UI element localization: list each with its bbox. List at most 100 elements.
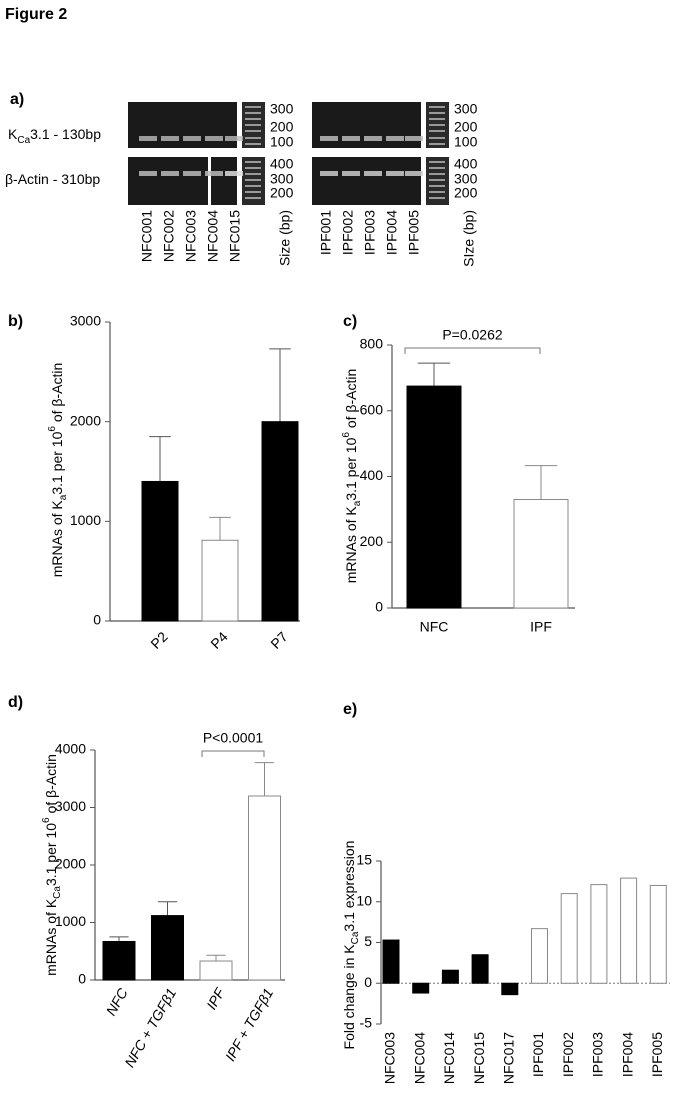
x-tick-label: P4 (207, 628, 231, 652)
y-axis-label-part: 3.1 per 10 (49, 431, 65, 494)
bar (261, 421, 299, 622)
bar (248, 795, 281, 981)
y-axis-label-part: 6 (47, 426, 58, 432)
gel-band (225, 136, 243, 141)
panel-label: c) (343, 313, 357, 330)
y-axis-label-part: mRNAs of K (49, 500, 65, 578)
ladder-band (429, 118, 445, 120)
y-axis-label-part: 6 (341, 432, 352, 438)
ladder-band (429, 143, 445, 145)
ladder-label: 200 (270, 119, 294, 135)
gel-band (320, 136, 338, 141)
y-tick-label: 10 (356, 892, 372, 908)
gel-row-label: KCa3.1 - 130bp (8, 126, 101, 146)
y-axis-label-part: mRNAs of K (43, 898, 59, 976)
annotation: P<0.0001 (203, 730, 264, 746)
lane-label: NFC003 (183, 210, 199, 262)
ladder-band (429, 130, 445, 132)
x-tick-label: NFC003 (382, 1032, 398, 1084)
ladder-band (429, 191, 445, 193)
ladder-band (245, 185, 261, 187)
bar (406, 385, 462, 609)
ladder-band (429, 112, 445, 114)
bar (649, 884, 667, 984)
ladder-band (245, 112, 261, 114)
ladder-label: 300 (270, 171, 294, 187)
bar (382, 939, 400, 984)
panel-label: b) (8, 313, 23, 330)
lane-label: IPF005 (406, 210, 422, 255)
x-tick-label: IPF004 (619, 1032, 635, 1077)
y-axis-label-part: of β-Actin (343, 369, 359, 432)
y-tick-label: 0 (78, 971, 86, 987)
ladder-label: 200 (270, 185, 294, 201)
x-tick-label: NFC004 (411, 1032, 427, 1084)
y-tick-label: 0 (93, 612, 101, 628)
lane-label: IPF004 (384, 210, 400, 255)
y-axis-label-part: a (58, 494, 69, 500)
ladder-band (429, 167, 445, 169)
gel-lane-block (312, 102, 421, 148)
y-axis-label-part: 3.1 expression (341, 841, 357, 932)
y-axis-label-part: 6 (41, 817, 52, 823)
ladder-band (245, 143, 261, 145)
y-tick-label: 200 (360, 533, 384, 549)
lane-label: IPF003 (362, 210, 378, 255)
ladder-band (245, 118, 261, 120)
ladder-label: 100 (270, 134, 294, 150)
y-tick-label: 5 (364, 933, 372, 949)
gel-band (205, 171, 223, 176)
ladder-label: 300 (454, 171, 478, 187)
ladder-label: 200 (454, 185, 478, 201)
y-tick-label: 0 (364, 974, 372, 990)
ladder-band (245, 179, 261, 181)
ladder-band (245, 130, 261, 132)
gel-row-label-part: β-Actin - 310bp (5, 171, 100, 187)
lane-label: NFC002 (161, 210, 177, 262)
ladder-label: 400 (454, 156, 478, 172)
gel-band (183, 171, 201, 176)
gel-band (364, 171, 382, 176)
gel-band (320, 171, 338, 176)
ladder-band (429, 137, 445, 139)
y-tick-label: 1000 (70, 512, 101, 528)
bar (201, 539, 239, 622)
x-tick-label: IPF003 (590, 1032, 606, 1077)
y-axis-label: Fold change in KCa3.1 expression (341, 841, 361, 1050)
bar (199, 960, 233, 981)
gel-band (225, 171, 243, 176)
x-tick-label: P2 (147, 628, 171, 652)
bar (560, 893, 578, 984)
x-tick-label: IPF002 (560, 1032, 576, 1077)
y-axis-label-part: mRNAs of K (343, 506, 359, 584)
gel-band (386, 171, 404, 176)
y-axis-label: mRNAs of Ka3.1 per 106 of β-Actin (47, 363, 69, 578)
ladder-band (245, 167, 261, 169)
y-tick-label: 400 (360, 467, 384, 483)
bar (501, 982, 519, 996)
gel-band (405, 171, 423, 176)
y-axis-label-part: 3.1 per 10 (43, 823, 59, 886)
bar (141, 480, 179, 622)
significance-bracket (201, 750, 265, 757)
ladder-label: 100 (454, 134, 478, 150)
gel-lane-block (312, 157, 421, 205)
y-tick-label: 3000 (70, 313, 101, 329)
y-tick-label: 4000 (55, 741, 86, 757)
y-tick-label: 2000 (70, 412, 101, 428)
ladder-band (429, 185, 445, 187)
gel-band (183, 136, 201, 141)
x-tick-label: NFC015 (471, 1032, 487, 1084)
ladder-label: 200 (454, 119, 478, 135)
ladder-band (245, 124, 261, 126)
lane-label: SIze (bp) (461, 210, 477, 267)
significance-bracket (404, 347, 541, 354)
annotation: P=0.0262 (442, 327, 503, 343)
x-tick-label: NFC014 (441, 1032, 457, 1084)
ladder-band (429, 173, 445, 175)
gel-band (205, 136, 223, 141)
gel-row-label: β-Actin - 310bp (5, 171, 100, 187)
panel-label: e) (343, 701, 357, 718)
gel-band (405, 136, 423, 141)
